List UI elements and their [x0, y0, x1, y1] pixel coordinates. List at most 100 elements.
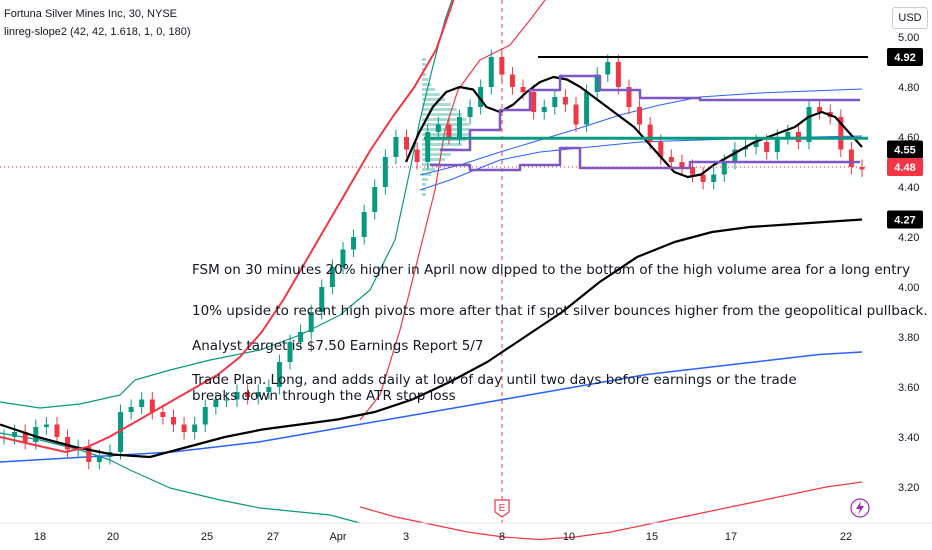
x-tick-label-6: 8: [499, 531, 505, 543]
lightning-icon[interactable]: [850, 498, 870, 518]
candle-body-39: [414, 149, 420, 162]
x-tick-label-0: 18: [34, 531, 46, 543]
volume-profile-bar-19: [422, 153, 451, 156]
earnings-marker-shape: [494, 499, 510, 518]
candle-body-32: [340, 249, 346, 267]
candle-body-79: [838, 117, 844, 150]
annotation-line-2: 10% upside to recent high pivots more af…: [192, 303, 928, 319]
price-label-0: 4.92: [894, 52, 915, 64]
candle-body-48: [509, 74, 515, 87]
candle-body-35: [372, 187, 378, 212]
candle-body-56: [594, 74, 600, 92]
candle-body-71: [753, 142, 759, 147]
candle-body-55: [584, 92, 590, 125]
price-axis-panel: [868, 0, 932, 550]
purple-lower-step: [430, 146, 860, 172]
volume-profile-bar-23: [422, 173, 432, 176]
overlays: [0, 0, 868, 459]
candle-body-28: [298, 332, 304, 342]
blue-upper-line: [419, 88, 863, 176]
y-tick-label-7: 3.60: [898, 382, 919, 394]
candle-body-16: [170, 417, 176, 425]
black-regression-line: [404, 75, 863, 179]
candle-body-13: [139, 399, 145, 407]
candle-body-22: [234, 392, 240, 400]
volume-profile-bar-1: [422, 63, 426, 66]
candle-body-26: [276, 362, 282, 387]
candle-body-47: [499, 57, 505, 75]
volume-profile-bar-4: [422, 78, 429, 81]
lightning-icon-glyph: [856, 501, 864, 515]
candle-body-33: [351, 237, 357, 250]
candle-body-24: [255, 392, 261, 397]
y-tick-label-3: 4.40: [898, 182, 919, 194]
volume-profile-bar-20: [422, 158, 446, 161]
candle-body-45: [478, 87, 484, 107]
candle-body-18: [192, 424, 198, 432]
candle-body-8: [86, 447, 92, 462]
candle-body-76: [806, 107, 812, 142]
y-tick-label-1: 4.80: [898, 82, 919, 94]
candle-body-1: [12, 432, 18, 437]
x-tick-label-5: 3: [403, 531, 409, 543]
lower-band-red: [359, 481, 863, 541]
candle-body-57: [605, 62, 611, 75]
y-tick-label-6: 3.80: [898, 332, 919, 344]
candle-body-40: [425, 132, 431, 162]
price-label-3: 4.27: [894, 215, 915, 227]
x-tick-label-2: 25: [201, 531, 213, 543]
candle-body-43: [456, 117, 462, 137]
x-tick-label-7: 10: [563, 531, 575, 543]
y-tick-label-9: 3.20: [898, 482, 919, 494]
candle-body-67: [711, 174, 717, 182]
blue-trend-line: [0, 351, 863, 463]
volume-profile-bar-6: [422, 88, 436, 91]
candle-body-62: [658, 142, 664, 157]
purple-upper-step: [440, 74, 860, 152]
candle-body-14: [149, 399, 155, 412]
candle-body-2: [22, 432, 28, 442]
candle-body-4: [43, 424, 49, 427]
candle-body-53: [562, 97, 568, 105]
candle-body-9: [96, 457, 102, 462]
candle-body-37: [393, 137, 399, 157]
indicator-legend[interactable]: linreg-slope2 (42, 42, 1.618, 1, 0, 180): [4, 26, 191, 38]
candle-body-52: [552, 97, 558, 107]
candle-body-61: [647, 124, 653, 142]
volume-profile-bar-12: [422, 118, 467, 121]
volume-profile-bar-13: [422, 123, 470, 126]
candle-body-77: [817, 107, 823, 112]
candle-body-36: [382, 157, 388, 187]
candle-body-44: [467, 107, 473, 117]
volume-profile-bar-10: [422, 108, 457, 111]
annotation-line-5: breaks down through the ATR stop loss: [192, 388, 456, 404]
candle-body-80: [848, 149, 854, 167]
candle-body-73: [774, 137, 780, 152]
candle-body-58: [615, 62, 621, 87]
candle-body-30: [319, 287, 325, 312]
upper-band-red: [359, 0, 546, 421]
candle-body-60: [637, 107, 643, 125]
annotation-line-4: Trade Plan. Long, and adds daily at low …: [192, 372, 797, 388]
volume-profile-bar-27: [422, 193, 426, 196]
y-tick-label-0: 5.00: [898, 32, 919, 44]
candle-body-27: [287, 342, 293, 362]
candle-body-51: [541, 107, 547, 112]
volume-profile-bar-11: [422, 113, 462, 116]
price-label-bg-0: [887, 48, 923, 66]
candle-body-81: [859, 167, 865, 170]
annotation-line-1: FSM on 30 minutes 20% higher in April no…: [192, 262, 911, 278]
candle-body-3: [33, 427, 39, 442]
y-tick-label-4: 4.20: [898, 232, 919, 244]
currency-button[interactable]: USD: [892, 7, 928, 29]
candle-body-20: [213, 399, 219, 407]
volume-profile-bar-17: [422, 143, 462, 146]
volume-profile-bar-15: [422, 133, 470, 136]
price-label-bg-2: [887, 158, 923, 176]
volume-profile-bar-22: [422, 168, 436, 171]
volume-profile-bar-0: [422, 58, 426, 61]
x-tick-label-9: 17: [725, 531, 737, 543]
volume-profile-bar-25: [422, 183, 427, 186]
candle-body-19: [202, 407, 208, 425]
